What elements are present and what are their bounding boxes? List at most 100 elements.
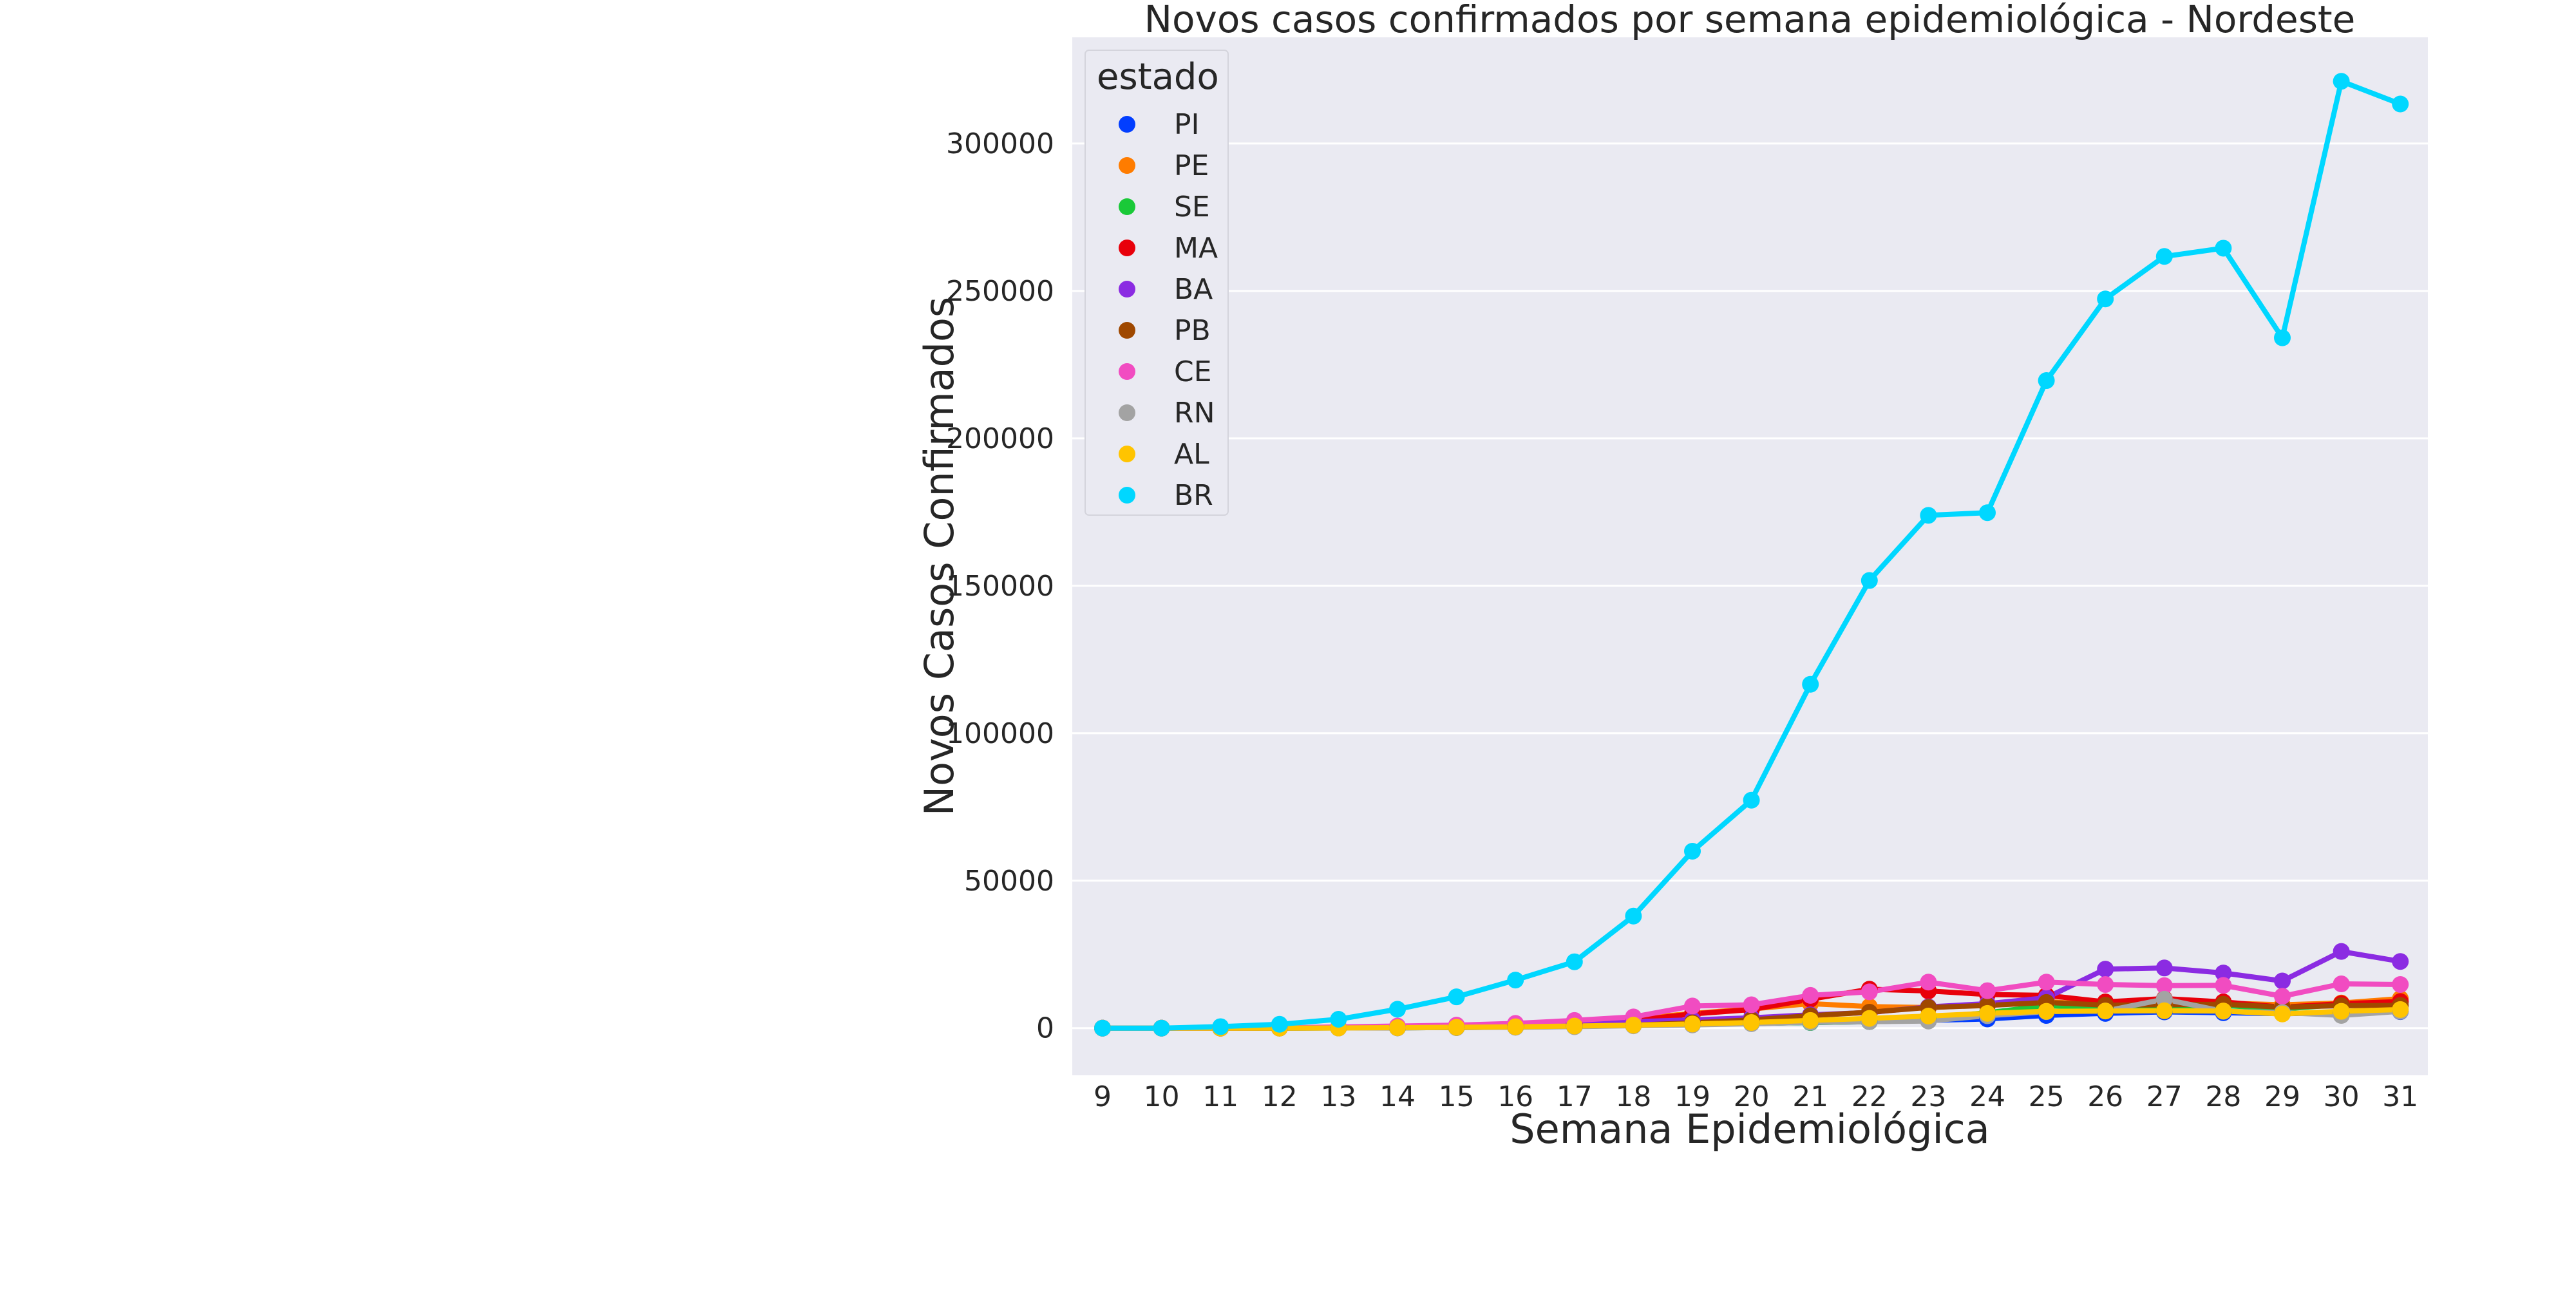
data-point (1684, 842, 1701, 860)
data-point (2392, 953, 2409, 970)
legend-label: MA (1174, 232, 1218, 265)
legend-label: CE (1174, 355, 1212, 388)
data-point (1684, 1015, 1701, 1033)
data-point (1389, 1001, 1406, 1018)
x-tick-label: 10 (1144, 1080, 1180, 1113)
data-point (1861, 1010, 1878, 1027)
legend-marker (1119, 240, 1135, 256)
data-point (1861, 983, 1878, 1001)
legend-marker (1119, 322, 1135, 339)
data-point (2274, 972, 2291, 990)
data-point (1212, 1018, 1229, 1035)
data-point (1743, 791, 1760, 809)
x-tick-label: 28 (2205, 1080, 2241, 1113)
x-axis-label: Semana Epidemiológica (1510, 1106, 1990, 1153)
data-point (1802, 1012, 1819, 1029)
x-tick-label: 18 (1615, 1080, 1651, 1113)
data-point (2097, 290, 2114, 308)
data-point (1330, 1010, 1347, 1028)
x-tick-label: 16 (1497, 1080, 1533, 1113)
data-point (1094, 1019, 1111, 1037)
data-point (2333, 1003, 2350, 1020)
legend-items: PI PE SE MA BA PB CE RN AL BR (1119, 108, 1218, 512)
legend-marker (1119, 116, 1135, 133)
legend-marker (1119, 404, 1135, 421)
legend-item-se: SE (1119, 191, 1210, 223)
x-tick-labels: 9 10 11 12 13 14 15 16 17 18 19 20 21 22 23 24 25 26 27 28 2… (1094, 1080, 2418, 1113)
x-tick-label: 17 (1557, 1080, 1593, 1113)
data-point (1802, 675, 1819, 693)
data-point (1979, 504, 1996, 522)
legend-item-ce: CE (1119, 355, 1212, 388)
data-point (1979, 982, 1996, 999)
x-tick-label: 13 (1320, 1080, 1356, 1113)
legend-marker (1119, 487, 1135, 504)
x-tick-label: 21 (1792, 1080, 1828, 1113)
series-points (1094, 73, 2409, 1037)
x-tick-label: 20 (1734, 1080, 1770, 1113)
data-point (2155, 248, 2173, 265)
data-point (1743, 1014, 1760, 1032)
data-point (2274, 988, 2291, 1005)
grid-lines (1072, 142, 2428, 1030)
series-points-al (1094, 1001, 2409, 1037)
y-tick-label: 200000 (946, 422, 1054, 455)
data-point (2215, 977, 2232, 994)
y-tick-label: 50000 (964, 865, 1054, 898)
data-point (1507, 1018, 1524, 1035)
data-point (2097, 961, 2114, 978)
data-point (1920, 974, 1937, 991)
x-tick-label: 29 (2264, 1080, 2300, 1113)
legend-label: PB (1174, 314, 1211, 347)
data-point (1153, 1019, 1170, 1037)
legend-item-rn: RN (1119, 397, 1215, 429)
y-axis-label: Novos Casos Confirmados (916, 297, 963, 816)
legend-label: BA (1174, 273, 1213, 306)
y-tick-labels: 0 50000 100000 150000 200000 250000 300000 (946, 127, 1054, 1045)
data-point (2215, 1003, 2232, 1020)
x-tick-label: 26 (2087, 1080, 2123, 1113)
legend-label: SE (1174, 191, 1210, 223)
x-tick-label: 12 (1262, 1080, 1298, 1113)
data-point (2155, 959, 2173, 977)
data-point (1389, 1019, 1406, 1037)
y-tick-label: 300000 (946, 127, 1054, 160)
data-point (1802, 986, 1819, 1004)
data-point (2333, 73, 2350, 90)
legend-label: PE (1174, 149, 1209, 182)
legend-marker (1119, 198, 1135, 215)
legend-label: RN (1174, 397, 1215, 429)
legend-title: estado (1097, 56, 1219, 98)
data-point (1861, 572, 1878, 589)
data-point (1448, 1019, 1465, 1036)
legend-marker (1119, 363, 1135, 380)
data-point (2392, 1001, 2409, 1018)
data-point (1566, 953, 1583, 970)
data-point (2097, 975, 2114, 993)
y-tick-label: 150000 (946, 570, 1054, 603)
data-point (1920, 1007, 1937, 1024)
y-tick-label: 0 (1036, 1012, 1054, 1045)
x-tick-label: 23 (1910, 1080, 1946, 1113)
data-point (1979, 1004, 1996, 1022)
data-point (2097, 1003, 2114, 1020)
legend-marker (1119, 281, 1135, 297)
data-point (1271, 1015, 1288, 1033)
data-point (2155, 977, 2173, 994)
x-tick-label: 31 (2382, 1080, 2418, 1113)
legend-item-ba: BA (1119, 273, 1213, 306)
y-tick-label: 250000 (946, 275, 1054, 308)
legend-item-pb: PB (1119, 314, 1211, 347)
x-tick-label: 24 (1969, 1080, 2005, 1113)
x-tick-label: 25 (2029, 1080, 2065, 1113)
series-points-br (1094, 73, 2409, 1037)
data-point (1625, 907, 1642, 925)
legend-item-pi: PI (1119, 108, 1200, 141)
y-tick-label: 100000 (946, 717, 1054, 750)
data-point (2392, 975, 2409, 993)
x-tick-label: 15 (1439, 1080, 1475, 1113)
chart-title: Novos casos confirmados por semana epide… (1144, 0, 2356, 41)
legend-item-pe: PE (1119, 149, 1209, 182)
